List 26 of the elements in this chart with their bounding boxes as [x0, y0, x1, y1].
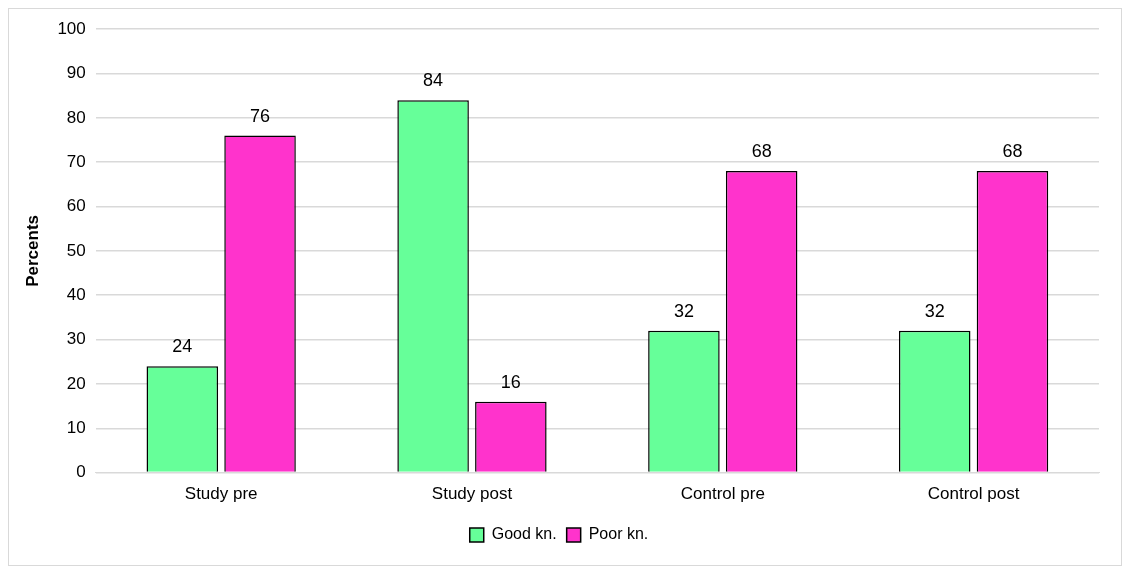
- data-label: 76: [250, 105, 271, 126]
- data-label: 16: [500, 371, 521, 392]
- data-label: 32: [924, 300, 945, 321]
- y-tick-label: 40: [66, 284, 86, 304]
- legend-label: Poor kn.: [588, 525, 649, 543]
- y-tick-label: 50: [66, 240, 86, 260]
- y-tick-label: 80: [66, 107, 86, 127]
- y-tick-label: 0: [76, 462, 86, 482]
- x-tick-label: Study pre: [184, 484, 258, 504]
- y-tick-label: 90: [66, 63, 86, 83]
- data-label: 32: [673, 300, 694, 321]
- data-label: 24: [172, 336, 193, 357]
- y-tick-label: 60: [66, 196, 86, 216]
- data-label: 68: [1002, 141, 1023, 162]
- x-tick-label: Control pre: [680, 484, 765, 504]
- y-tick-label: 20: [66, 373, 86, 393]
- data-label: 84: [423, 70, 444, 91]
- y-tick-label: 100: [57, 18, 86, 38]
- y-tick-label: 70: [66, 151, 86, 171]
- x-tick-label: Control post: [927, 484, 1020, 504]
- x-tick-label: Study post: [431, 484, 513, 504]
- y-axis-title: Percents: [22, 214, 42, 287]
- y-tick-label: 30: [66, 329, 86, 349]
- data-label: 68: [751, 141, 772, 162]
- y-tick-label: 10: [66, 417, 86, 437]
- legend-label: Good kn.: [491, 525, 557, 543]
